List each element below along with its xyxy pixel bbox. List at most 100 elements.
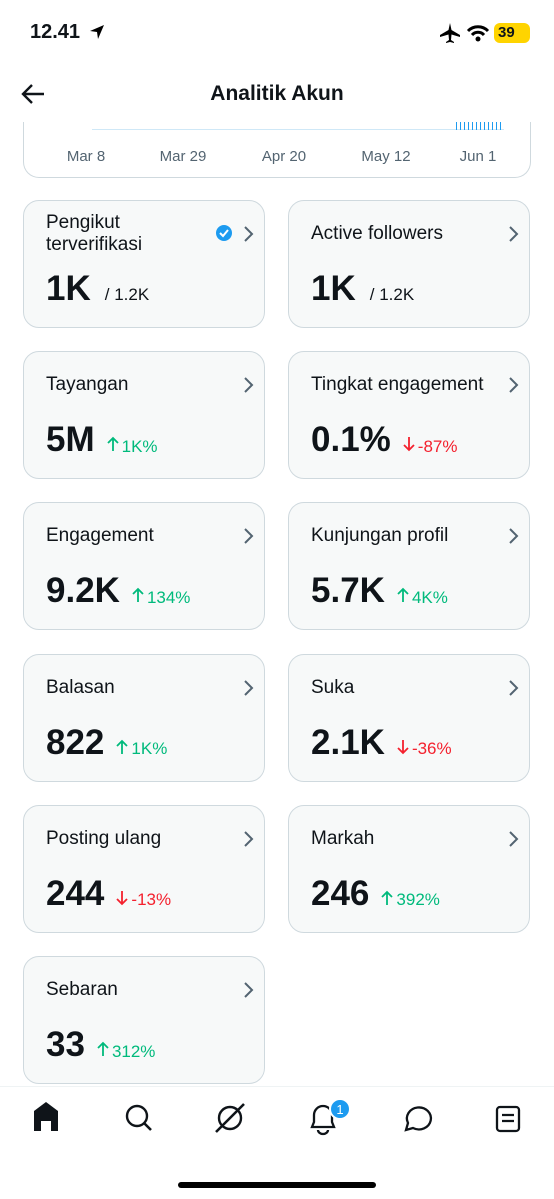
card-title: Tayangan [46, 374, 129, 396]
chevron [242, 225, 254, 248]
card-title-box: Markah [311, 816, 486, 862]
card-title: Engagement [46, 525, 154, 547]
card-change: 1K% [116, 739, 167, 760]
card-title: Sebaran [46, 979, 118, 1000]
card-value: 33 [46, 1025, 85, 1064]
bottom-nav: 1 [34, 1100, 521, 1136]
card-title-box: Engagement [46, 513, 221, 559]
change-text: 1K% [131, 739, 168, 759]
home-tab[interactable] [34, 1102, 58, 1131]
card-value: 822 [46, 722, 105, 762]
home-indicator [178, 1182, 376, 1188]
header-title: Analitik Akun [210, 82, 344, 105]
trend-arrow [132, 587, 144, 608]
change-text: 1K% [121, 436, 158, 456]
card-value: 2.1K [311, 722, 385, 762]
metric-card[interactable]: Suka 2.1K -36% [288, 653, 530, 782]
card-title-box: Kunjungan profil [311, 513, 486, 559]
grok-tab[interactable] [215, 1103, 245, 1133]
card-value: 1K [46, 269, 91, 308]
metric-card[interactable]: Engagement 9.2K 134% [23, 502, 265, 631]
trend-arrow [381, 890, 394, 911]
chevron [242, 830, 254, 853]
metric-card[interactable]: Pengikut terverifikasi 1K / 1.2K [23, 200, 265, 328]
metric-card[interactable]: Tayangan 5M 1K% [23, 351, 265, 480]
back-button[interactable] [20, 82, 46, 106]
card-title-box: Balasan [46, 665, 221, 711]
scroll-mask [23, 108, 531, 122]
change-text: 4K% [411, 587, 448, 607]
card-title: Kunjungan profil [311, 525, 449, 547]
card-title: Pengikut terverifikasi [46, 212, 143, 255]
trend-arrow [116, 890, 129, 911]
chart-card[interactable] [23, 108, 531, 178]
chevron [242, 679, 254, 702]
axis-label: May 12 [361, 148, 411, 165]
card-title-box: Posting ulang [46, 816, 221, 862]
card-change: 312% [97, 1041, 155, 1062]
search-tab[interactable] [125, 1104, 152, 1131]
axis-label: Jun 1 [459, 148, 497, 165]
card-value: 0.1% [311, 420, 391, 460]
card-change: 392% [381, 890, 440, 911]
chevron [507, 830, 519, 853]
card-title: Active followers [311, 223, 443, 244]
card-change: 134% [132, 587, 190, 608]
card-title-box: Pengikut terverifikasi [46, 211, 221, 257]
card-value: 5M [46, 420, 95, 460]
trend-arrow [397, 739, 409, 760]
metric-card[interactable]: Sebaran 33 312% [23, 956, 265, 1084]
chevron [507, 527, 519, 550]
card-title-box: Tingkat engagement [311, 362, 486, 408]
trend-arrow [116, 739, 129, 760]
airplane-icon [440, 23, 460, 43]
verified-badge [216, 225, 232, 241]
axis-label: Mar 8 [66, 148, 106, 165]
chevron [507, 376, 519, 399]
chart-baseline [92, 129, 504, 130]
metric-card[interactable]: Kunjungan profil 5.7K 4K% [288, 502, 530, 631]
change-text: 134% [146, 587, 191, 607]
location-icon [90, 25, 104, 39]
chart-bars [456, 122, 504, 130]
lists-tab[interactable] [495, 1105, 521, 1133]
messages-tab[interactable] [404, 1106, 433, 1132]
change-text: 392% [396, 890, 440, 910]
axis-label: Mar 29 [159, 148, 207, 165]
card-title: Posting ulang [46, 827, 162, 849]
card-value: 246 [311, 873, 370, 913]
metric-card[interactable]: Markah 246 392% [288, 804, 530, 933]
change-text: 312% [111, 1041, 156, 1061]
trend-arrow [97, 1041, 109, 1062]
card-change: 4K% [397, 587, 448, 608]
card-change: 1K% [106, 436, 158, 457]
trend-arrow [106, 436, 119, 457]
card-change: -13% [116, 890, 171, 911]
card-title-box: Tayangan [46, 362, 221, 408]
notifications-tab[interactable] [310, 1100, 351, 1136]
card-title-box: Sebaran [46, 967, 221, 1013]
change-text: -13% [131, 890, 172, 910]
status-time: 12.41 [30, 21, 81, 43]
chevron [507, 679, 519, 702]
metric-card[interactable]: Posting ulang 244 -13% [23, 804, 265, 933]
chevron [242, 376, 254, 399]
wifi-icon [466, 25, 490, 42]
metric-card[interactable]: Balasan 822 1K% [23, 653, 265, 782]
trend-arrow [397, 587, 409, 608]
card-change: -87% [403, 436, 458, 457]
card-value: 1K [311, 269, 356, 308]
card-title: Balasan [46, 676, 115, 698]
card-value: 244 [46, 873, 105, 913]
change-text: -87% [417, 436, 458, 456]
metric-card[interactable]: Tingkat engagement 0.1% -87% [288, 351, 530, 480]
card-value: 5.7K [311, 571, 385, 611]
card-title: Markah [311, 827, 375, 849]
card-title: Tingkat engagement [311, 374, 484, 396]
chevron [242, 527, 254, 550]
metric-card[interactable]: Active followers 1K / 1.2K [288, 200, 530, 328]
card-total: / 1.2K [104, 285, 150, 304]
change-text: -36% [411, 739, 452, 759]
chevron [507, 225, 519, 248]
